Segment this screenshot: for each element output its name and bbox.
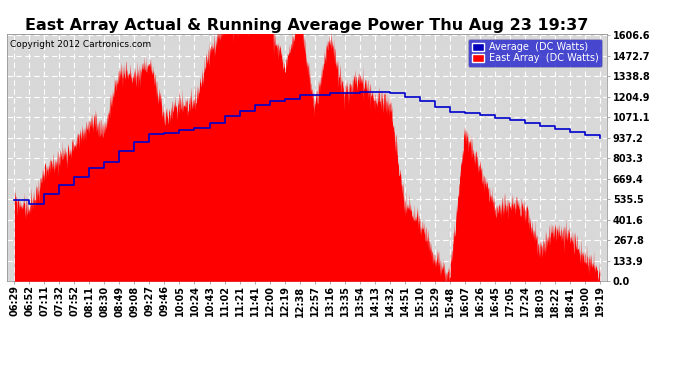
Title: East Array Actual & Running Average Power Thu Aug 23 19:37: East Array Actual & Running Average Powe…	[26, 18, 589, 33]
Text: Copyright 2012 Cartronics.com: Copyright 2012 Cartronics.com	[10, 40, 151, 49]
Legend: Average  (DC Watts), East Array  (DC Watts): Average (DC Watts), East Array (DC Watts…	[469, 39, 602, 68]
